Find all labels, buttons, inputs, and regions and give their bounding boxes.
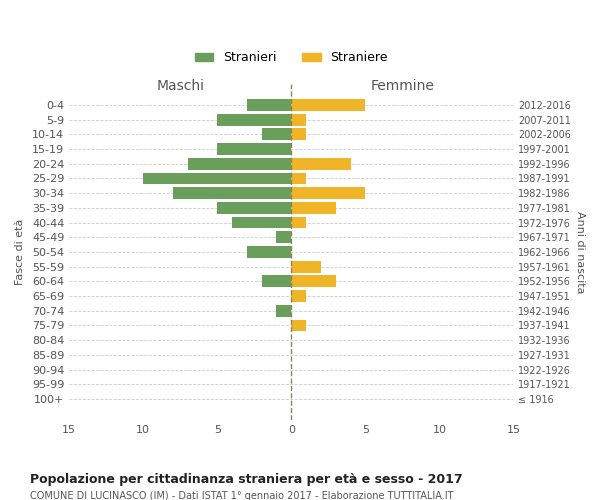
Bar: [277, 232, 291, 243]
Bar: [291, 290, 306, 302]
Bar: [291, 158, 350, 170]
Bar: [291, 114, 306, 126]
Bar: [291, 320, 306, 332]
Text: Femmine: Femmine: [370, 79, 434, 93]
Bar: [291, 99, 365, 111]
Bar: [143, 172, 291, 184]
Text: Popolazione per cittadinanza straniera per età e sesso - 2017: Popolazione per cittadinanza straniera p…: [30, 472, 463, 486]
Bar: [291, 188, 365, 199]
Bar: [291, 202, 335, 213]
Bar: [291, 261, 321, 272]
Bar: [247, 99, 291, 111]
Bar: [291, 276, 335, 287]
Bar: [232, 216, 291, 228]
Text: Maschi: Maschi: [156, 79, 204, 93]
Bar: [217, 114, 291, 126]
Legend: Stranieri, Straniere: Stranieri, Straniere: [190, 46, 393, 70]
Bar: [247, 246, 291, 258]
Y-axis label: Fasce di età: Fasce di età: [15, 219, 25, 285]
Bar: [291, 128, 306, 140]
Text: COMUNE DI LUCINASCO (IM) - Dati ISTAT 1° gennaio 2017 - Elaborazione TUTTITALIA.: COMUNE DI LUCINASCO (IM) - Dati ISTAT 1°…: [30, 491, 454, 500]
Bar: [277, 305, 291, 316]
Bar: [188, 158, 291, 170]
Bar: [291, 172, 306, 184]
Bar: [217, 202, 291, 213]
Bar: [262, 128, 291, 140]
Y-axis label: Anni di nascita: Anni di nascita: [575, 210, 585, 293]
Bar: [173, 188, 291, 199]
Bar: [217, 143, 291, 155]
Bar: [262, 276, 291, 287]
Bar: [291, 216, 306, 228]
